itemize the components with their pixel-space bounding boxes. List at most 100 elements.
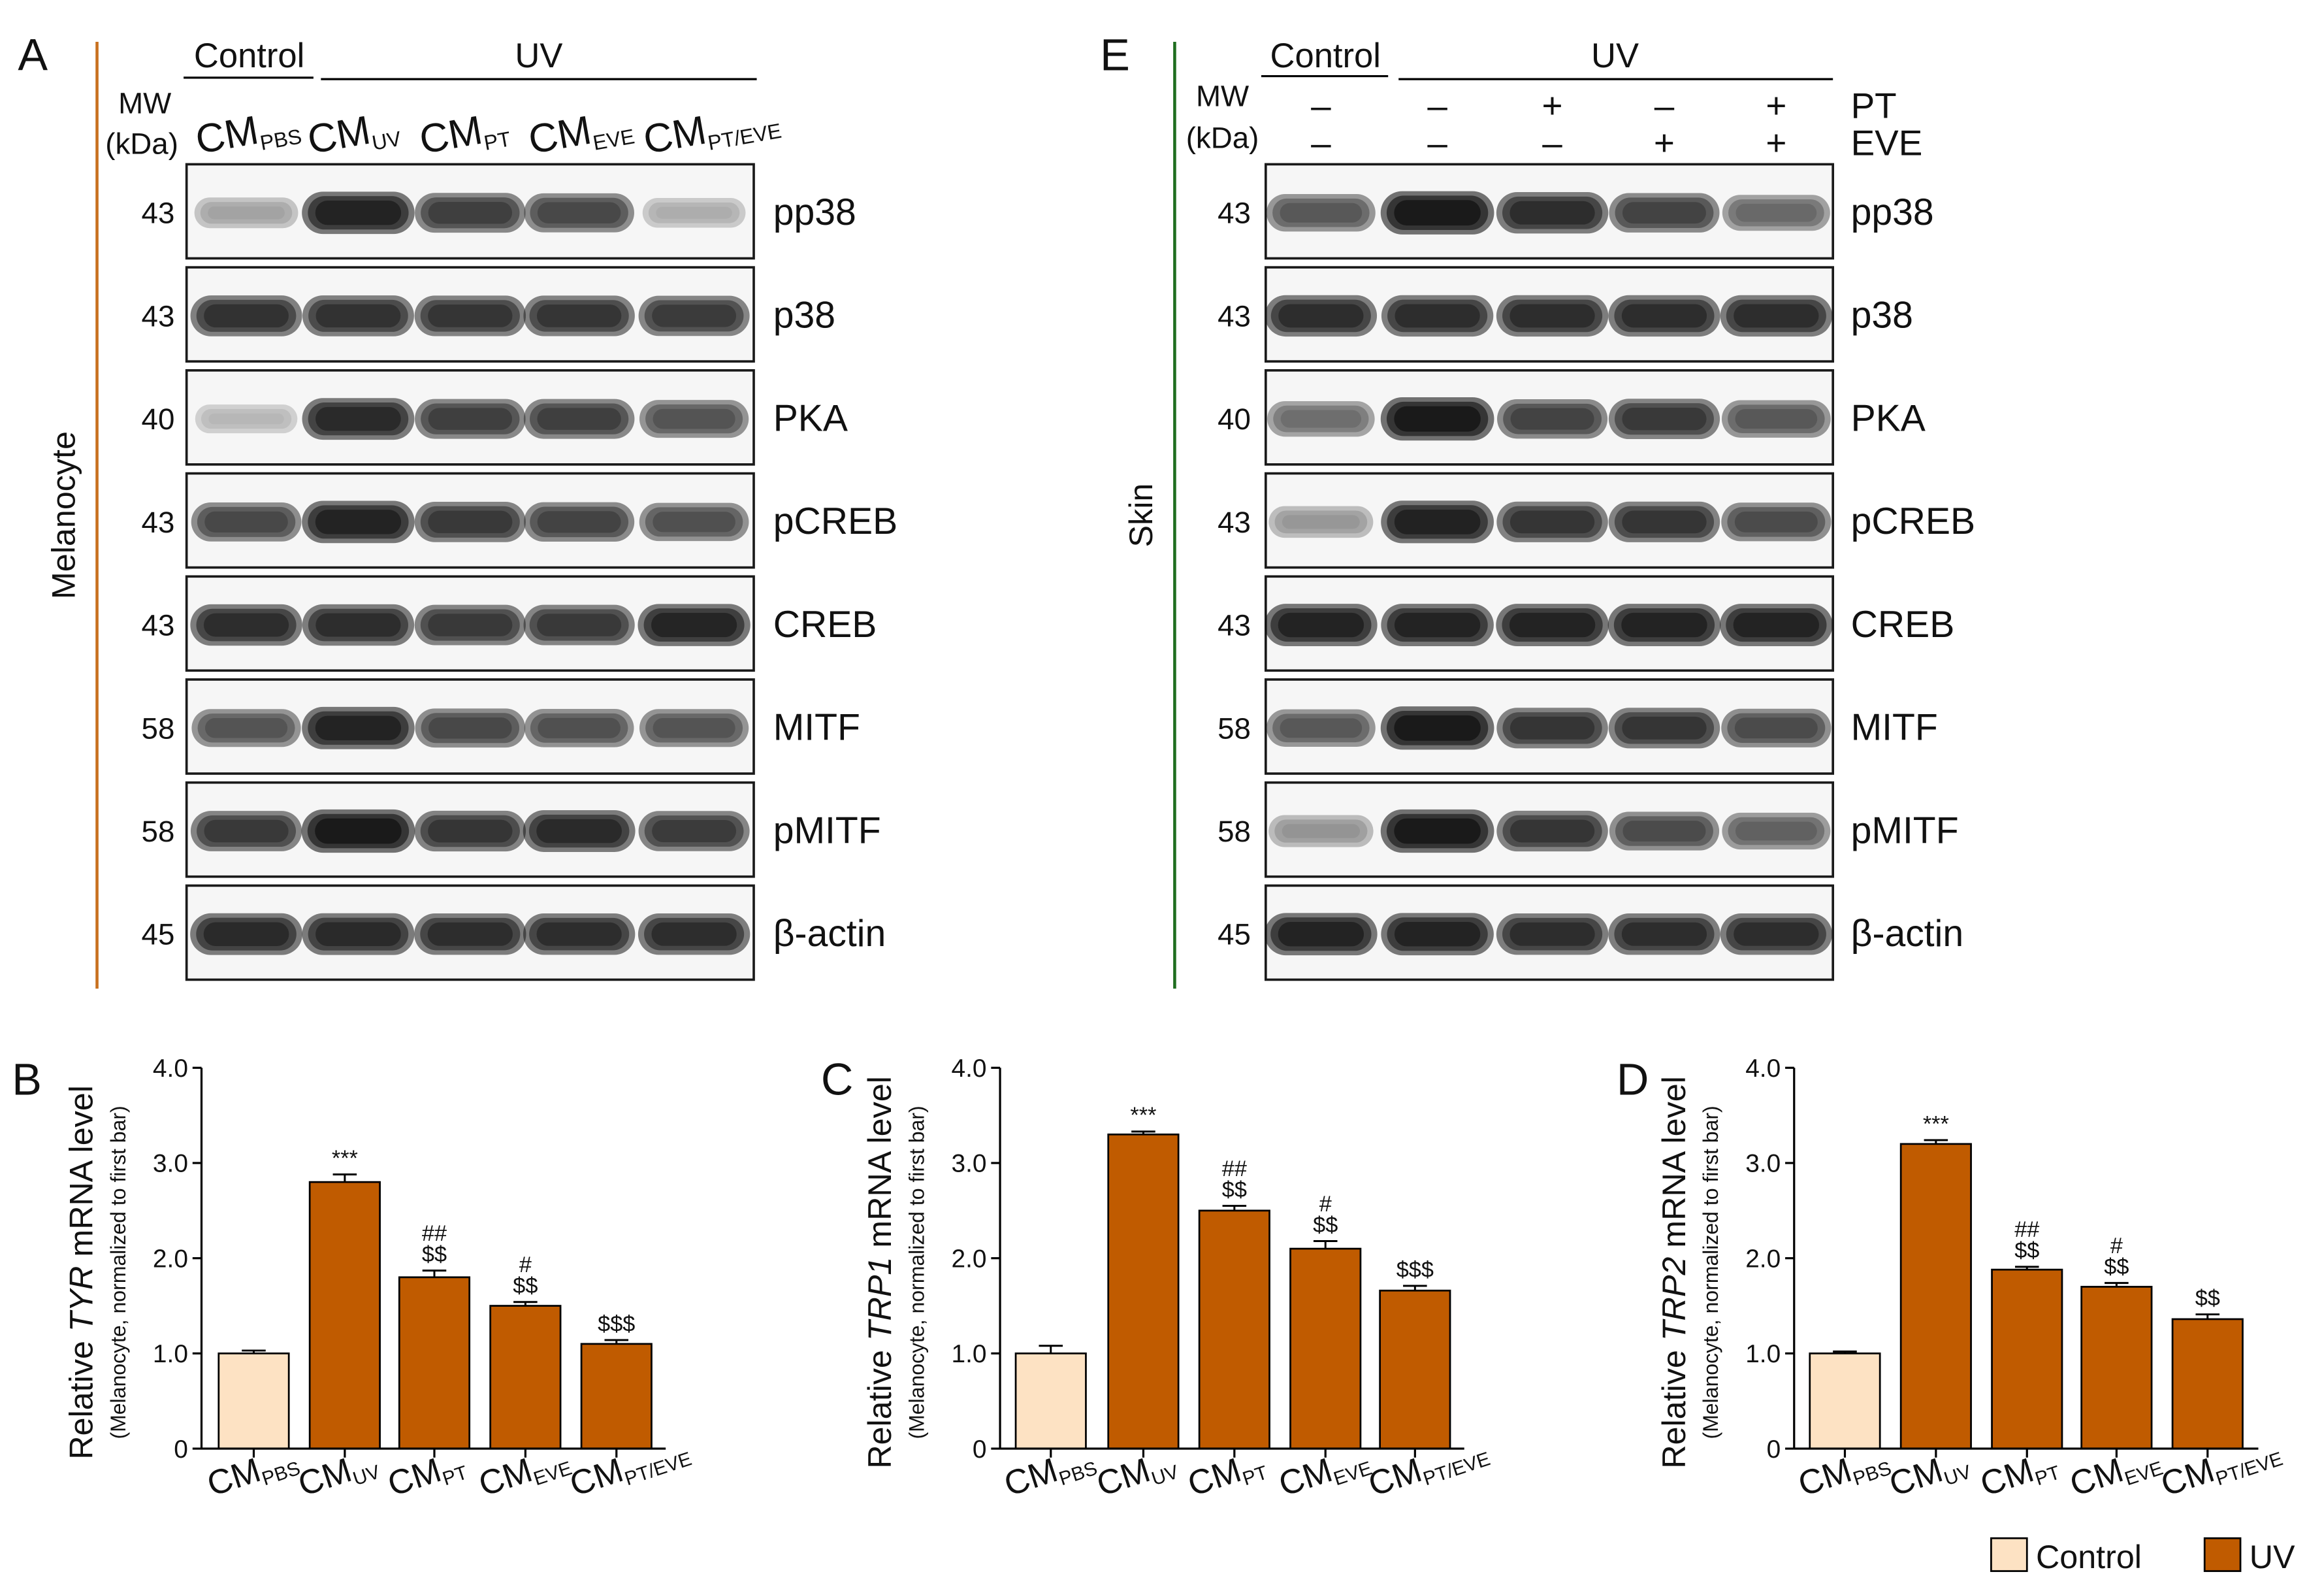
band-core — [536, 304, 622, 327]
y-axis-title-suffix: mRNA level — [1655, 1076, 1692, 1257]
y-tick-label: 3.0 — [1745, 1150, 1781, 1178]
band-mitf-lane-3 — [415, 708, 526, 748]
band-pcreb-lane-4 — [524, 502, 635, 542]
band-p38-lane-1 — [190, 295, 302, 336]
lane-label-sub: PT/EVE — [706, 119, 783, 155]
band-core — [1509, 922, 1595, 946]
band-beta-actin-lane-3 — [414, 913, 526, 955]
band-core — [1733, 612, 1820, 638]
band-p38-lane-4 — [523, 295, 635, 336]
blot-row-mitf: 58 MITF — [142, 678, 860, 775]
band-creb-lane-5 — [637, 604, 750, 646]
band-core — [1735, 821, 1817, 841]
band-beta-actin-lane-1 — [1265, 913, 1378, 956]
significance-marker: ## — [422, 1221, 447, 1246]
panel-letter-e: E — [1100, 29, 1130, 80]
band-core — [1622, 821, 1706, 842]
band-core — [536, 819, 622, 844]
band-core — [1621, 612, 1707, 638]
band-core — [1394, 200, 1481, 226]
band-p38-lane-2 — [302, 295, 414, 336]
band-pmitf-lane-2 — [1380, 809, 1494, 853]
eve-sign-lane-2: – — [1427, 123, 1447, 163]
band-pcreb-lane-2 — [302, 500, 415, 544]
lane-label-cm-eve: CMEVE — [525, 100, 636, 165]
band-pmitf-lane-3 — [1496, 810, 1608, 852]
x-tick-label-sub: PBS — [1056, 1458, 1100, 1490]
bar-cm-eve — [489, 1305, 562, 1450]
band-core — [427, 922, 513, 946]
band-creb-lane-5 — [1720, 604, 1833, 646]
panel-letter-b: B — [12, 1054, 42, 1104]
mw-header: MW — [1196, 79, 1249, 112]
band-pp38-lane-5 — [642, 197, 746, 228]
band-core — [652, 819, 737, 843]
band-core — [537, 511, 621, 533]
band-pp38-lane-5 — [1722, 195, 1830, 231]
treatment-label-pt: PT — [1851, 86, 1897, 126]
mw-marker-beta-actin: 45 — [1218, 918, 1251, 951]
x-tick-label-cm-pt: CMPT — [383, 1443, 470, 1507]
group-label-control: Control — [194, 37, 304, 75]
x-tick-label-cm-pt: CMPT — [1976, 1443, 2063, 1507]
band-core — [1509, 510, 1595, 534]
band-core — [428, 819, 513, 843]
band-core — [653, 718, 735, 738]
band-pmitf-lane-2 — [301, 809, 415, 853]
x-tick-label-cm-eve: CMEVE — [1274, 1439, 1375, 1507]
band-pp38-lane-3 — [1496, 192, 1609, 234]
band-core — [315, 510, 402, 534]
protein-label-pmitf: pMITF — [773, 810, 881, 851]
lane-label-cm-pbs: CMPBS — [192, 100, 303, 165]
mw-marker-pka: 40 — [142, 402, 175, 436]
lane-label-cm-pt-eve: CMPT/EVE — [640, 95, 783, 166]
lane-label-cm-uv: CMUV — [304, 103, 404, 166]
band-core — [1622, 202, 1706, 224]
bar-cm-pt — [398, 1276, 471, 1450]
group-label-uv: UV — [1591, 37, 1639, 75]
band-core — [203, 613, 289, 637]
band-core — [1280, 718, 1363, 738]
significance-marker: # — [519, 1253, 532, 1277]
band-core — [428, 510, 513, 534]
y-tick-label: 0 — [1767, 1435, 1781, 1464]
mw-marker-beta-actin: 45 — [142, 918, 175, 951]
panel-letter-c: C — [821, 1054, 854, 1104]
significance-marker: $$ — [513, 1273, 538, 1298]
protein-label-pcreb: pCREB — [773, 500, 897, 542]
y-axis-title: Relative TRP2 mRNA level — [1655, 1076, 1692, 1469]
x-tick-label-main: CM — [474, 1450, 537, 1503]
lane-label-main: CM — [192, 108, 261, 163]
band-core — [1734, 304, 1819, 328]
band-pp38-lane-2 — [302, 191, 415, 235]
band-core — [1509, 612, 1596, 638]
band-creb-lane-3 — [414, 604, 526, 646]
band-creb-lane-4 — [1607, 604, 1721, 646]
band-pmitf-lane-5 — [638, 811, 750, 851]
bar-cm-pbs — [1809, 1352, 1881, 1450]
band-pka-lane-3 — [1497, 399, 1608, 439]
bar-cm-uv — [308, 1181, 381, 1450]
y-tick-label: 4.0 — [153, 1055, 188, 1083]
band-mitf-lane-5 — [639, 709, 749, 747]
protein-label-p38: p38 — [1851, 295, 1913, 336]
y-tick-label: 4.0 — [951, 1055, 986, 1083]
band-core — [1280, 410, 1362, 428]
bar-cm-eve — [2080, 1286, 2153, 1450]
x-tick-label-cm-uv: CMUV — [1092, 1443, 1182, 1507]
band-beta-actin-lane-4 — [523, 913, 636, 955]
band-core — [656, 206, 732, 219]
group-label-uv: UV — [515, 37, 562, 75]
protein-label-mitf: MITF — [1851, 707, 1938, 749]
band-core — [1278, 922, 1364, 947]
bar-cm-pt-eve — [2171, 1318, 2244, 1450]
y-axis-title: Relative TRP1 mRNA level — [861, 1076, 898, 1469]
y-tick-label: 2.0 — [951, 1245, 986, 1273]
bar-cm-eve — [1289, 1247, 1362, 1450]
band-creb-lane-2 — [1381, 604, 1494, 646]
legend-label-control: Control — [2036, 1538, 2142, 1575]
band-pcreb-lane-4 — [1608, 501, 1720, 542]
y-tick-label: 0 — [174, 1435, 188, 1464]
band-core — [1621, 304, 1707, 328]
band-core — [1394, 406, 1481, 432]
